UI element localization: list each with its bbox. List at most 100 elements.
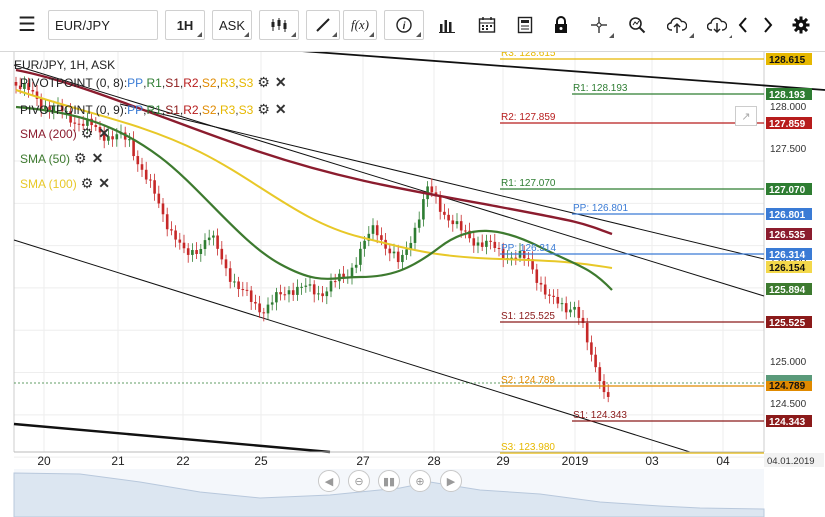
chart-area[interactable]: R3: 128.615 R1: 128.193 R2: 127.859 R1: 127… (0, 41, 825, 517)
candle-body (144, 169, 148, 180)
toolbar: ☰ EUR/JPY 1H ASK f(x) i (0, 0, 825, 52)
info-button[interactable]: i (384, 10, 424, 40)
time-tick: 25 (254, 454, 268, 468)
candle-body (564, 303, 568, 313)
volume-button[interactable] (430, 10, 464, 40)
candle-body (321, 293, 324, 297)
trendline[interactable] (13, 422, 331, 454)
price-badge (766, 261, 812, 273)
draw-tools-button[interactable] (306, 10, 340, 40)
legend-sma-100[interactable]: SMA (100) ⚙ ✕ (20, 175, 110, 192)
legend-settings-icon[interactable]: ⚙ (80, 175, 94, 191)
price-chart[interactable]: R3: 128.615 R1: 128.193 R2: 127.859 R1: 127… (0, 41, 825, 517)
crosshair-icon (591, 17, 607, 33)
legend-comma: , (198, 102, 202, 117)
next-icon (764, 17, 773, 33)
symbol-label: EUR/JPY (55, 17, 110, 33)
scroll-right-button[interactable]: ▶ (440, 470, 462, 492)
sma-50-line[interactable] (15, 105, 613, 291)
reset-zoom-button[interactable]: ▮▮ (378, 470, 400, 492)
legend-close-icon[interactable]: ✕ (274, 74, 287, 90)
zoom-icon (629, 17, 646, 34)
download-button[interactable] (698, 10, 736, 40)
candle-body (203, 240, 207, 249)
timeframe-selector[interactable]: 1H (165, 10, 205, 40)
legend-sma-50[interactable]: SMA (50) ⚙ ✕ (20, 150, 103, 167)
crosshair-button[interactable] (582, 10, 616, 40)
indicators-button[interactable]: f(x) (343, 10, 377, 40)
candle-body (539, 282, 543, 285)
candle-body (207, 237, 211, 241)
legend-pivotpoint-9[interactable]: PIVOTPOINT (0, 9) : PP, R1, S1, R2, S2, … (20, 101, 287, 118)
candle-body (485, 240, 488, 247)
legend-sma-200[interactable]: SMA (200) ⚙ ✕ (20, 125, 110, 142)
candle-body (594, 354, 597, 368)
legend-name: SMA (50) (20, 151, 71, 166)
candle-body (77, 123, 81, 125)
candle-body (375, 225, 379, 236)
symbol-selector[interactable]: EUR/JPY (48, 10, 158, 40)
price-badge-label: 126.535 (769, 230, 806, 241)
candle-body (94, 125, 98, 127)
zoom-out-button[interactable]: ⊖ (348, 470, 370, 492)
candle-body (401, 254, 404, 263)
legend-settings-icon[interactable]: ⚙ (80, 125, 94, 141)
zoom-button[interactable] (620, 10, 654, 40)
candle-body (304, 285, 308, 287)
legend-comma: , (235, 102, 239, 117)
legend-part-s1: S1 (165, 102, 180, 117)
candle-body (48, 106, 51, 112)
legend-close-icon[interactable]: ✕ (274, 101, 287, 117)
candle-body (287, 290, 291, 295)
legend-name: PIVOTPOINT (0, 8) (20, 75, 124, 90)
legend-part-pp: PP (127, 75, 144, 90)
candle-body (291, 290, 295, 295)
time-tick: 04 (716, 454, 730, 468)
pivot-label-s1: S1: 125.525 (501, 311, 555, 322)
time-tick: 28 (427, 454, 441, 468)
calendar-button[interactable] (470, 10, 504, 40)
legend-close-icon[interactable]: ✕ (98, 125, 110, 141)
legend-settings-icon[interactable]: ⚙ (257, 74, 270, 90)
next-button[interactable] (757, 10, 779, 40)
legend-close-icon[interactable]: ✕ (91, 150, 104, 166)
sma-200-line[interactable] (15, 68, 613, 236)
candle-body (342, 273, 345, 278)
news-icon (517, 16, 533, 34)
legend-settings-icon[interactable]: ⚙ (74, 150, 87, 166)
candle-body (590, 342, 593, 355)
candle-body (73, 122, 77, 124)
trendline[interactable] (13, 64, 765, 297)
chart-type-button[interactable] (259, 10, 299, 40)
scroll-left-button[interactable]: ◀ (318, 470, 340, 492)
zoom-in-button[interactable]: ⊕ (409, 470, 431, 492)
candle-body (132, 139, 135, 157)
calendar-icon (478, 17, 496, 33)
candle-body (128, 139, 131, 141)
legend-settings-icon[interactable]: ⚙ (257, 101, 270, 117)
candle-body (39, 98, 43, 110)
function-icon: f(x) (350, 17, 370, 32)
menu-button[interactable]: ☰ (10, 10, 44, 40)
previous-button[interactable] (732, 10, 754, 40)
settings-button[interactable] (788, 10, 814, 40)
time-tick: 27 (356, 454, 370, 468)
lock-button[interactable] (546, 10, 576, 40)
trendline[interactable] (119, 103, 765, 260)
sma-100-line[interactable] (15, 89, 613, 269)
legend-close-icon[interactable]: ✕ (98, 175, 110, 191)
trendline[interactable] (13, 239, 691, 453)
legend-separator: : (123, 75, 128, 90)
draw-icon (316, 18, 330, 32)
price-type-selector[interactable]: ASK (212, 10, 252, 40)
candle-body (367, 233, 371, 241)
date-badge (764, 453, 824, 467)
legend-pivotpoint-8[interactable]: PIVOTPOINT (0, 8) : PP, R1, S1, R2, S2, … (20, 74, 287, 91)
reset-zoom-icon: ▮▮ (382, 475, 396, 488)
upload-button[interactable] (658, 10, 696, 40)
legend-name: PIVOTPOINT (0, 9) (20, 102, 124, 117)
news-button[interactable] (508, 10, 542, 40)
legend-separator: : (123, 102, 128, 117)
popout-button[interactable]: ↗ (735, 106, 757, 126)
price-badge-label: 124.343 (769, 417, 806, 428)
